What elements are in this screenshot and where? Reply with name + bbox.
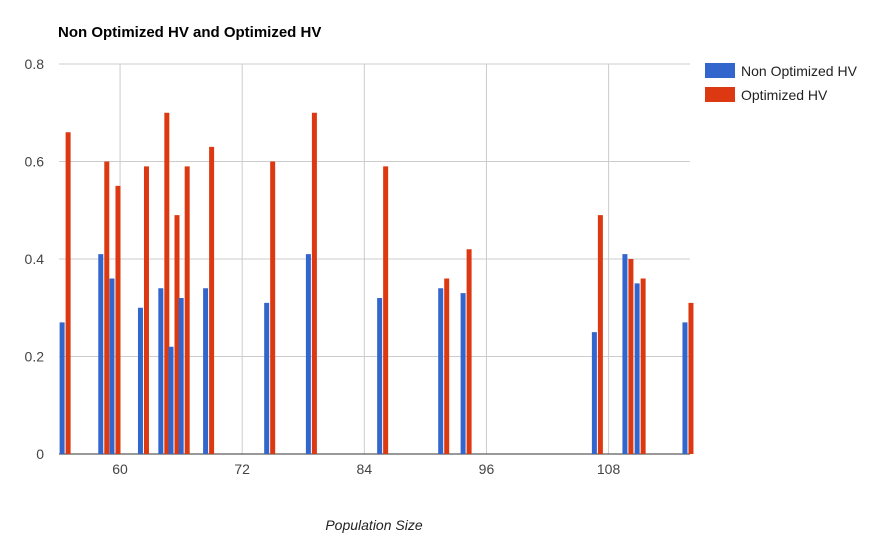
bar-optimized-hv[interactable]: [640, 278, 646, 455]
bar-non-optimized-hv[interactable]: [98, 254, 104, 454]
bar-non-optimized-hv[interactable]: [438, 288, 444, 454]
bar-non-optimized-hv[interactable]: [158, 288, 164, 454]
bar-optimized-hv[interactable]: [270, 161, 276, 455]
bar-non-optimized-hv[interactable]: [59, 322, 65, 454]
bar-non-optimized-hv[interactable]: [264, 302, 270, 454]
bar-optimized-hv[interactable]: [311, 112, 317, 454]
bar-non-optimized-hv[interactable]: [460, 293, 466, 454]
bar-non-optimized-hv[interactable]: [305, 254, 311, 454]
legend-swatch: [705, 87, 735, 102]
bar-optimized-hv[interactable]: [164, 112, 170, 454]
bar-optimized-hv[interactable]: [184, 166, 190, 454]
y-tick-label: 0.8: [25, 56, 45, 72]
bar-optimized-hv[interactable]: [115, 185, 121, 454]
bar-non-optimized-hv[interactable]: [377, 298, 383, 454]
chart-title: Non Optimized HV and Optimized HV: [58, 24, 321, 41]
bar-non-optimized-hv[interactable]: [591, 332, 597, 454]
bar-optimized-hv[interactable]: [143, 166, 149, 454]
bar-non-optimized-hv[interactable]: [682, 322, 688, 454]
legend-label: Optimized HV: [741, 87, 828, 103]
y-tick-label: 0.6: [25, 154, 45, 170]
bar-optimized-hv[interactable]: [597, 215, 603, 454]
y-tick-label: 0: [36, 446, 44, 462]
bar-optimized-hv[interactable]: [65, 132, 71, 454]
bar-non-optimized-hv[interactable]: [203, 288, 209, 454]
bar-non-optimized-hv[interactable]: [634, 283, 640, 454]
bar-optimized-hv[interactable]: [209, 146, 215, 454]
bars: [59, 112, 694, 455]
bar-optimized-hv[interactable]: [174, 215, 180, 454]
y-tick-label: 0.2: [25, 349, 45, 365]
bar-optimized-hv[interactable]: [104, 161, 110, 455]
x-tick-label: 108: [597, 461, 621, 477]
bar-optimized-hv[interactable]: [383, 166, 389, 454]
axes: 0 0.2 0.4 0.6 0.8 60 72 84 96 108: [25, 56, 690, 477]
bar-non-optimized-hv[interactable]: [168, 346, 174, 454]
bar-optimized-hv[interactable]: [628, 259, 634, 454]
x-tick-label: 96: [479, 461, 495, 477]
bar-optimized-hv[interactable]: [466, 249, 472, 454]
bar-optimized-hv[interactable]: [444, 278, 450, 455]
y-tick-label: 0.4: [25, 251, 45, 267]
x-tick-label: 72: [234, 461, 250, 477]
bar-non-optimized-hv[interactable]: [137, 307, 143, 454]
bar-non-optimized-hv[interactable]: [178, 298, 184, 454]
bar-non-optimized-hv[interactable]: [622, 254, 628, 454]
x-tick-label: 84: [357, 461, 373, 477]
legend-label: Non Optimized HV: [741, 63, 858, 79]
legend-swatch: [705, 63, 735, 78]
bar-non-optimized-hv[interactable]: [109, 278, 115, 455]
bar-optimized-hv[interactable]: [688, 302, 694, 454]
x-tick-label: 60: [112, 461, 128, 477]
x-axis-label: Population Size: [325, 517, 423, 533]
legend: Non Optimized HV Optimized HV: [705, 63, 858, 103]
